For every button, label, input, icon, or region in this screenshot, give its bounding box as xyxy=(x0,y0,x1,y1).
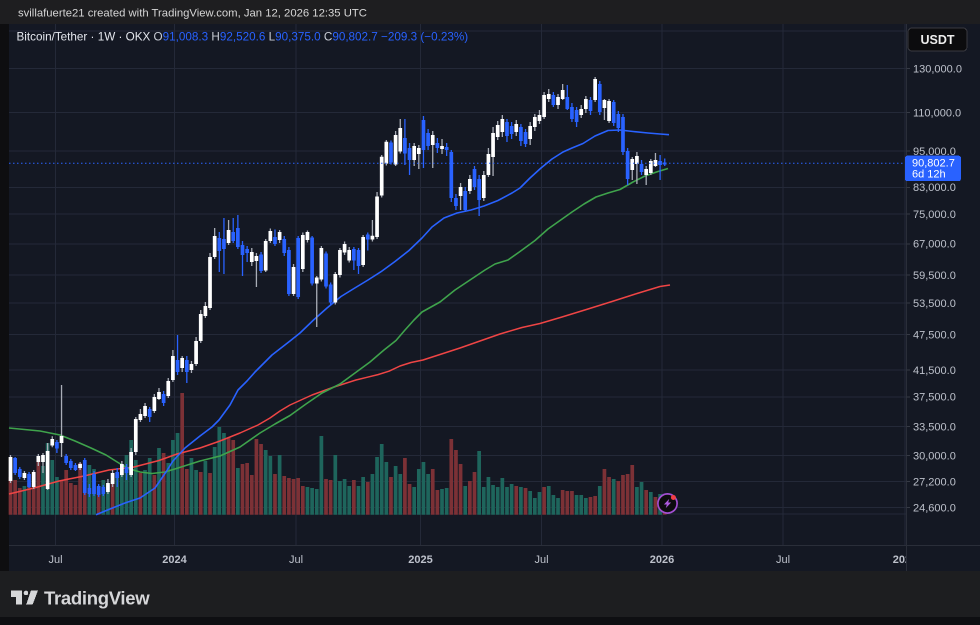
svg-text:95,000.0: 95,000.0 xyxy=(913,146,956,158)
svg-text:USDT: USDT xyxy=(920,33,954,47)
svg-text:30,000.0: 30,000.0 xyxy=(913,451,956,463)
svg-text:Jul: Jul xyxy=(534,554,548,566)
svg-text:Jul: Jul xyxy=(289,554,303,566)
svg-text:33,500.0: 33,500.0 xyxy=(913,421,956,433)
svg-text:Jul: Jul xyxy=(48,554,62,566)
svg-text:41,500.0: 41,500.0 xyxy=(913,365,956,377)
svg-text:37,500.0: 37,500.0 xyxy=(913,392,956,404)
svg-text:2025: 2025 xyxy=(408,554,432,566)
svg-text:Jul: Jul xyxy=(776,554,790,566)
svg-text:59,500.0: 59,500.0 xyxy=(913,270,956,282)
svg-text:130,000.0: 130,000.0 xyxy=(913,64,962,76)
svg-text:2027: 2027 xyxy=(893,554,917,566)
svg-text:TradingView: TradingView xyxy=(44,588,150,609)
svg-text:75,000.0: 75,000.0 xyxy=(913,209,956,221)
svg-text:67,000.0: 67,000.0 xyxy=(913,239,956,251)
svg-text:83,000.0: 83,000.0 xyxy=(913,182,956,194)
svg-text:svillafuerte21 created with Tr: svillafuerte21 created with TradingView.… xyxy=(18,8,367,20)
svg-text:27,200.0: 27,200.0 xyxy=(913,476,956,488)
svg-text:2026: 2026 xyxy=(650,554,674,566)
svg-text:Bitcoin/Tether · 1W · OKX O91,: Bitcoin/Tether · 1W · OKX O91,008.3 H92,… xyxy=(17,31,469,44)
svg-text:47,500.0: 47,500.0 xyxy=(913,329,956,341)
svg-text:90,802.7: 90,802.7 xyxy=(912,158,955,170)
svg-text:110,000.0: 110,000.0 xyxy=(913,108,961,120)
svg-text:24,600.0: 24,600.0 xyxy=(913,502,956,514)
svg-text:6d 12h: 6d 12h xyxy=(912,169,946,181)
svg-text:53,500.0: 53,500.0 xyxy=(913,298,956,310)
svg-text:2024: 2024 xyxy=(162,554,187,566)
